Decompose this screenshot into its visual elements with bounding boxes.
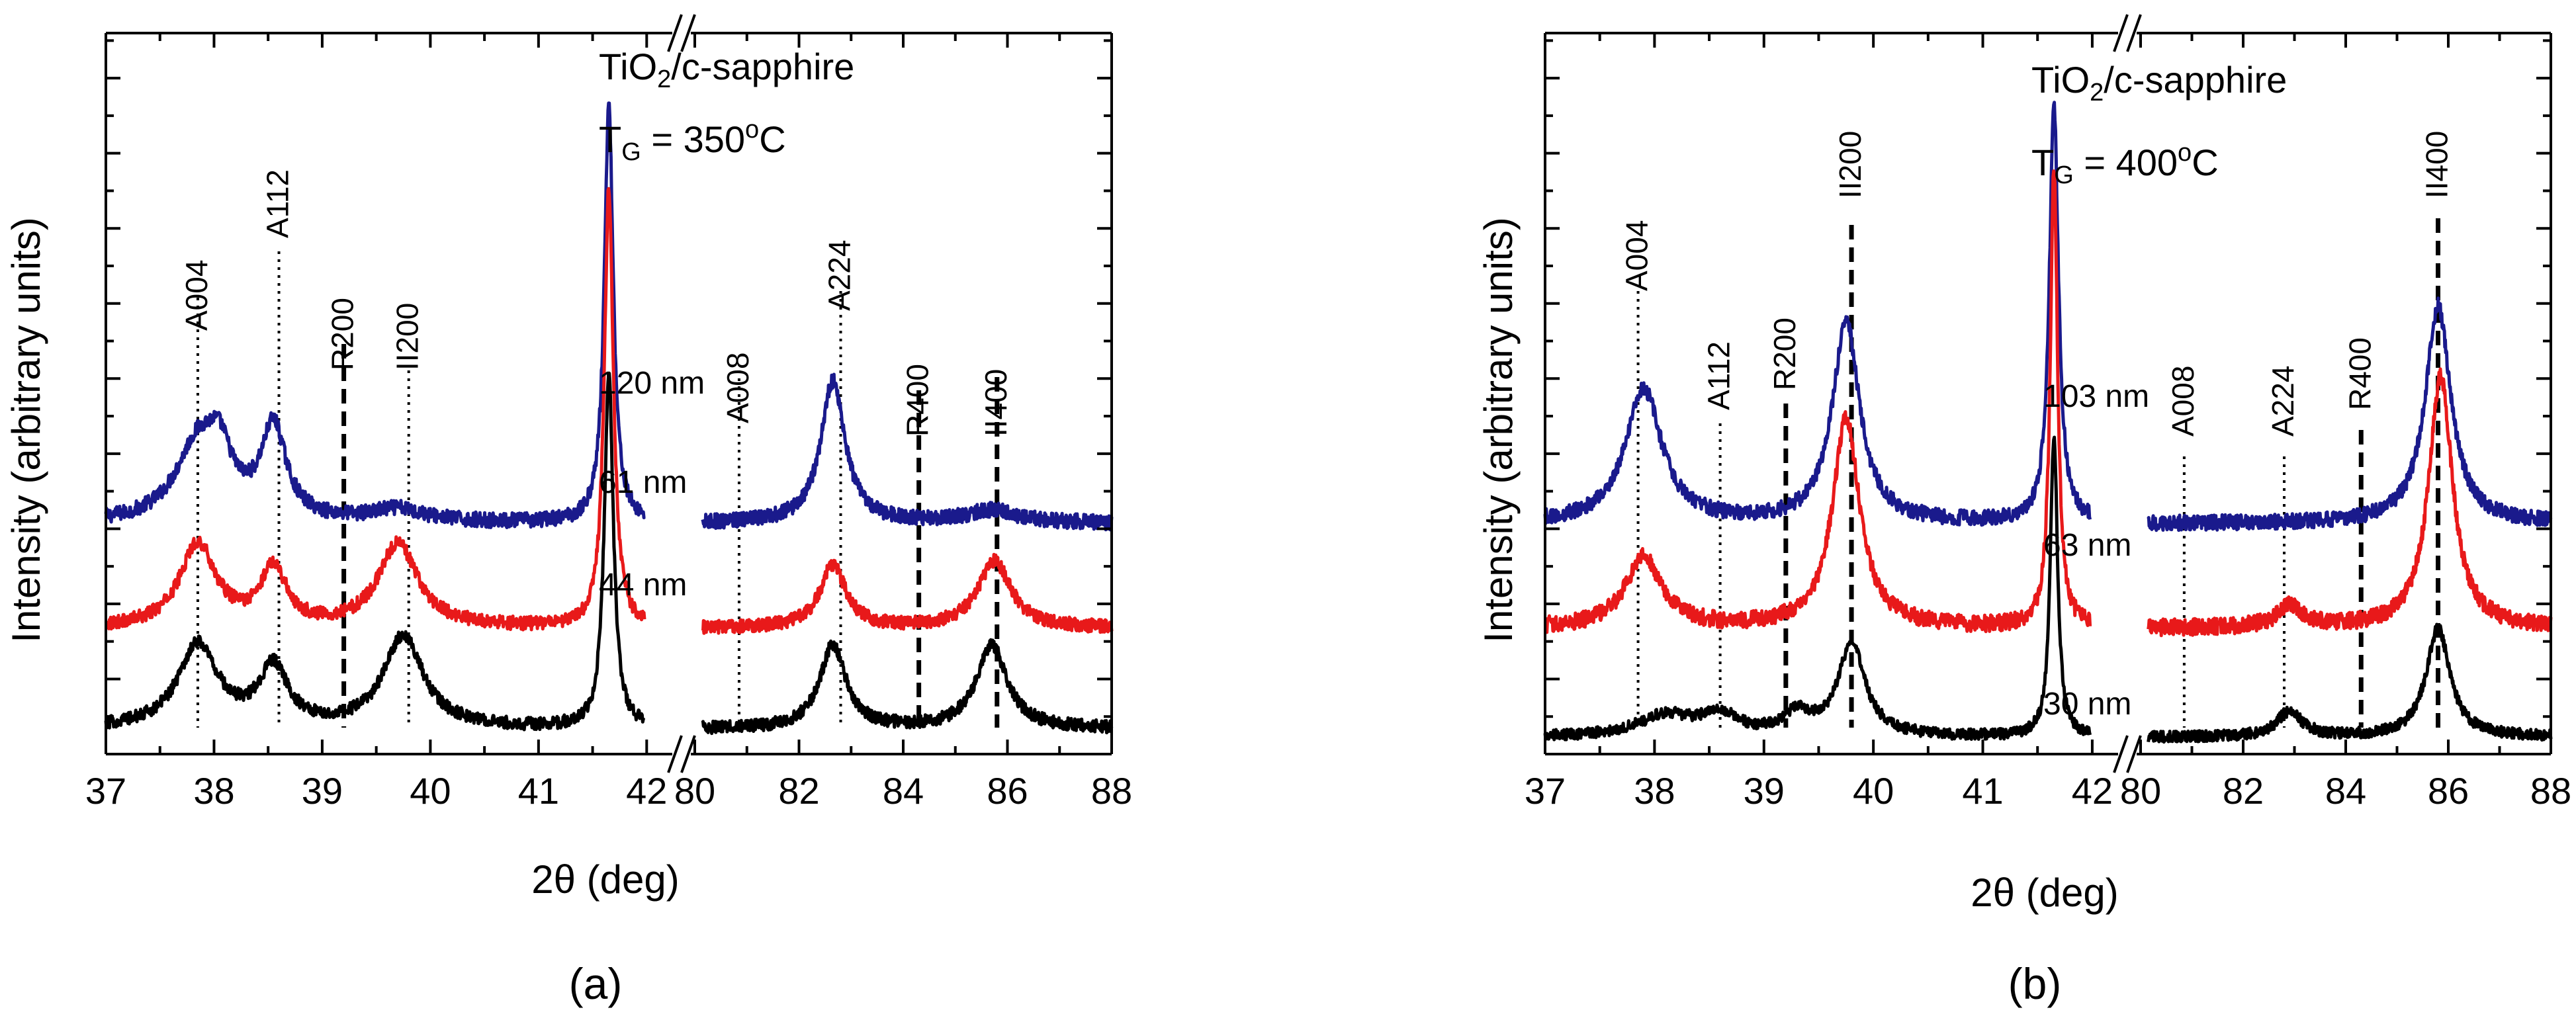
series-line (701, 372, 1114, 532)
y-axis-label: Intensity (arbitrary units) (1476, 217, 1521, 643)
peak-label: A224 (822, 240, 857, 311)
peak-label: R200 (326, 298, 360, 370)
series-line (1543, 435, 2092, 742)
x-tick-label: 40 (410, 770, 451, 812)
series-line (104, 101, 646, 529)
peak-label: II200 (1833, 131, 1867, 198)
title-group: TiO2/c-sapphire TG = 400oC (2031, 59, 2287, 189)
series-line (701, 638, 1114, 736)
panel-label: (a) (569, 959, 623, 1008)
series-line (1543, 169, 2092, 634)
peak-label: A008 (721, 353, 755, 423)
panel-label: (b) (2008, 959, 2062, 1008)
axis-break-mark (2113, 14, 2129, 52)
axis-break-mark (680, 14, 696, 52)
x-tick-label: 38 (1634, 770, 1675, 812)
peak-label: II400 (979, 369, 1013, 437)
panel-b: Intensity (arbitrary units) 2θ (deg) (b)… (1476, 13, 2571, 1008)
panel-a: Intensity (arbitrary units) 2θ (deg) (a)… (4, 13, 1132, 1008)
axis-break-mark (2113, 735, 2129, 773)
axis-break-mark (2126, 735, 2142, 773)
series-line (2147, 367, 2553, 638)
series-line (104, 371, 646, 732)
x-tick-label: 88 (1091, 770, 1132, 812)
peak-label: R400 (2342, 337, 2377, 410)
x-tick-label: 82 (778, 770, 819, 812)
x-tick-label: 82 (2223, 770, 2264, 812)
peak-label: A008 (2166, 366, 2200, 437)
axis-break-mark (667, 14, 683, 52)
peak-label: A224 (2266, 366, 2300, 437)
x-tick-label: 84 (883, 770, 924, 812)
series-line (701, 552, 1114, 635)
peak-label: A004 (179, 260, 214, 331)
series-label: 103 nm (2043, 379, 2149, 414)
x-tick-label: 80 (674, 770, 715, 812)
series-label: 44 nm (599, 568, 687, 603)
x-tick-label: 37 (85, 770, 126, 812)
peak-label: II400 (2420, 131, 2454, 198)
series-line (104, 187, 646, 632)
series-label: 30 nm (2043, 687, 2131, 722)
peak-label: A112 (261, 169, 295, 238)
series-line (1543, 101, 2092, 527)
title: TiO2/c-sapphire (2031, 59, 2287, 106)
series-label: 63 nm (2043, 528, 2131, 563)
x-tick-label: 41 (518, 770, 559, 812)
growth-temperature: TG = 400oC (2031, 139, 2219, 189)
x-tick-label: 42 (626, 770, 667, 812)
series-label: 61 nm (599, 465, 687, 500)
x-tick-label: 86 (987, 770, 1028, 812)
series-label: 120 nm (599, 366, 705, 401)
series-line (2147, 296, 2553, 532)
x-tick-label: 41 (1962, 770, 2003, 812)
x-tick-label: 80 (2120, 770, 2161, 812)
x-axis-label: 2θ (deg) (531, 857, 679, 902)
axis-break-mark (680, 735, 696, 773)
title-group: TiO2/c-sapphire TG = 350oC (599, 46, 854, 166)
x-tick-label: 40 (1853, 770, 1894, 812)
peak-label: II200 (390, 303, 425, 370)
peak-label: R400 (901, 364, 935, 437)
x-tick-label: 88 (2530, 770, 2571, 812)
axis-break-mark (2126, 14, 2142, 52)
x-axis-label: 2θ (deg) (1971, 871, 2118, 915)
y-axis-label: Intensity (arbitrary units) (4, 217, 48, 643)
series-line (2147, 622, 2553, 744)
x-tick-label: 84 (2325, 770, 2366, 812)
peak-label: A004 (1620, 220, 1654, 291)
x-tick-label: 37 (1525, 770, 1566, 812)
x-tick-label: 39 (302, 770, 343, 812)
x-tick-label: 42 (2072, 770, 2113, 812)
x-tick-label: 86 (2428, 770, 2469, 812)
peak-label: R200 (1767, 318, 1802, 390)
x-tick-label: 39 (1744, 770, 1785, 812)
axis-break-mark (667, 735, 683, 773)
x-tick-label: 38 (193, 770, 234, 812)
title: TiO2/c-sapphire (599, 46, 854, 93)
peak-label: A112 (1702, 341, 1736, 410)
